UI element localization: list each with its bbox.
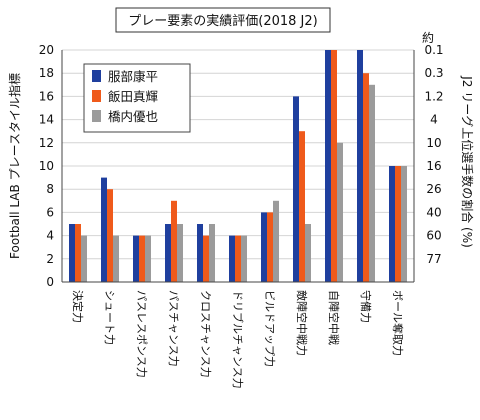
x-category-label: 敵陣空中戦力: [295, 290, 309, 356]
bar: [107, 189, 113, 282]
bar: [267, 212, 273, 282]
bar: [273, 200, 279, 282]
bar: [305, 224, 311, 282]
y-tick-label-left: 18: [39, 66, 54, 80]
y-tick-label-left: 16: [39, 89, 54, 103]
x-category-label: 決定力: [71, 290, 85, 323]
bar: [235, 235, 241, 282]
bar: [363, 73, 369, 282]
bar: [241, 235, 247, 282]
y-tick-label-left: 20: [39, 43, 54, 57]
y-tick-label-right: 16: [426, 159, 441, 173]
y-axis-right-prefix: 約: [422, 30, 434, 45]
axes: [61, 50, 415, 283]
x-category-label: クロスチャンス力: [199, 290, 212, 378]
x-category-label: シュート力: [103, 290, 116, 345]
legend-swatch: [92, 70, 101, 82]
bar: [171, 200, 177, 282]
bar: [75, 224, 81, 282]
legend-label: 飯田真輝: [108, 89, 158, 104]
tick-labels: 0 2 4 6 8 10 12 14 16 18 20 0.1 0.3 1.2 4 10 16 26 40 60 77: [39, 43, 444, 289]
bar: [69, 224, 75, 282]
bar: [395, 166, 401, 282]
y-tick-label-right: 4: [430, 113, 438, 127]
bar: [139, 235, 145, 282]
x-category-label: 自陣空中戦: [327, 290, 341, 345]
bar: [261, 212, 267, 282]
y-tick-label-right: 26: [426, 182, 441, 196]
bar: [81, 235, 87, 282]
y-tick-label-left: 12: [39, 136, 54, 150]
chart-title: プレー要素の実績評価(2018 J2): [128, 13, 317, 29]
legend-swatch: [92, 110, 101, 122]
bar: [145, 235, 151, 282]
y-tick-label-left: 14: [39, 113, 54, 127]
y-axis-left-label: Football LAB プレースタイル指標: [7, 73, 22, 259]
legend-swatch: [92, 90, 101, 102]
bar: [113, 235, 119, 282]
x-category-label: ビルドアップ力: [263, 290, 276, 367]
bar: [101, 177, 107, 282]
bar: [331, 50, 337, 282]
y-tick-label-right: 1.2: [424, 89, 443, 103]
bar: [337, 142, 343, 282]
legend-box: [83, 63, 191, 133]
legend-label: 服部康平: [108, 69, 158, 84]
bar: [299, 131, 305, 282]
x-category-label: ボール奪取力: [391, 290, 405, 356]
bar: [197, 224, 203, 282]
x-category-label: パスレスポンス力: [135, 290, 148, 378]
bar: [389, 166, 395, 282]
y-tick-label-right: 40: [426, 205, 441, 219]
bar: [229, 235, 235, 282]
bars: [69, 50, 407, 283]
bar: [209, 224, 215, 282]
y-tick-label-right: 77: [426, 252, 441, 266]
bar: [165, 224, 171, 282]
y-tick-label-right: 60: [426, 229, 441, 243]
y-tick-label-left: 0: [46, 275, 54, 289]
bar: [293, 96, 299, 283]
x-category-label: 守備力: [359, 290, 373, 323]
y-tick-label-right: 0.3: [424, 66, 443, 80]
y-tick-label-left: 6: [46, 205, 54, 219]
legend-label: 橋内優也: [108, 109, 158, 124]
y-axis-right-label: J2 リーグ上位選手数の割合 (%): [460, 75, 475, 248]
y-tick-label-right: 0.1: [424, 43, 443, 57]
y-tick-label-left: 4: [46, 229, 54, 243]
bar: [133, 235, 139, 282]
bar: [369, 84, 375, 282]
bar: [203, 235, 209, 282]
bar: [177, 224, 183, 282]
x-category-label: ドリブルチャンス力: [231, 290, 245, 389]
bar: [401, 166, 407, 282]
y-tick-label-left: 2: [46, 252, 54, 266]
chart-title-box: [115, 7, 331, 33]
category-labels: 決定力 シュート力 パスレスポンス力 パスチャンス力 クロスチャンス力 ドリブルチャンス力…: [71, 290, 405, 389]
y-tick-label-left: 10: [39, 159, 54, 173]
bar: [357, 50, 363, 282]
x-category-label: パスチャンス力: [167, 290, 180, 367]
y-tick-label-left: 8: [46, 182, 54, 196]
y-tick-label-right: 10: [426, 136, 441, 150]
bar: [325, 50, 331, 282]
